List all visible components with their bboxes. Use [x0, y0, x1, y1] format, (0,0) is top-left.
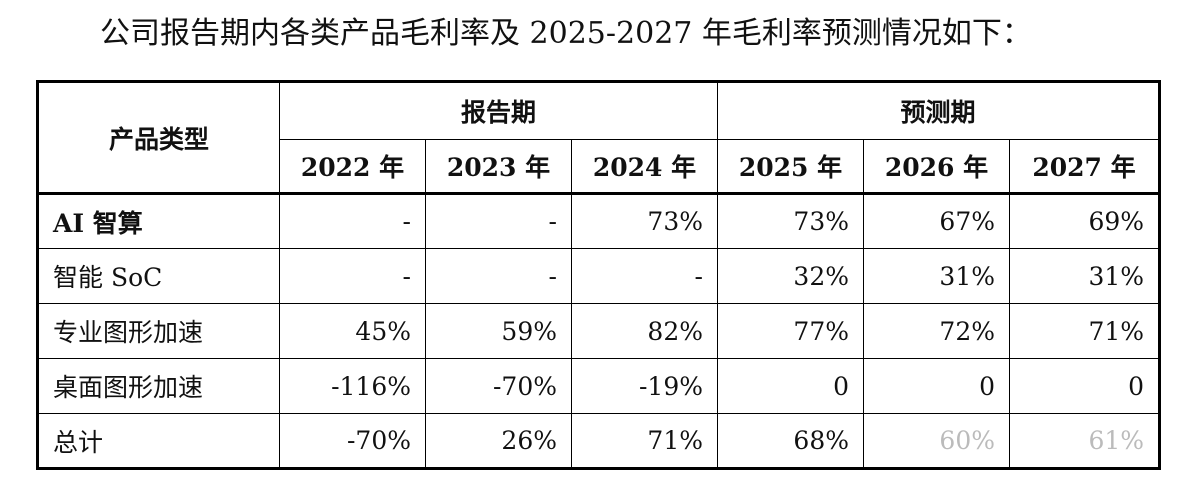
- table-cell: 31%: [1008, 248, 1162, 304]
- table-row: 总计 -70% 26% 71% 68% 60% 61%: [36, 413, 1162, 470]
- table-cell: 0: [717, 358, 864, 414]
- header-group-reporting: 报告期: [279, 80, 718, 140]
- header-year: 2027 年: [1008, 139, 1162, 195]
- table-cell: 60%: [863, 413, 1010, 470]
- table-cell: 73%: [571, 193, 718, 249]
- table-cell: 32%: [717, 248, 864, 304]
- header-year: 2023 年: [425, 139, 572, 195]
- table-cell: 73%: [717, 193, 864, 249]
- table-cell: 77%: [717, 303, 864, 359]
- table-cell: -: [279, 248, 426, 304]
- table-cell: -: [571, 248, 718, 304]
- table-cell: -70%: [279, 413, 426, 470]
- table-cell: 67%: [863, 193, 1010, 249]
- table-cell: 72%: [863, 303, 1010, 359]
- table-caption: 公司报告期内各类产品毛利率及 2025-2027 年毛利率预测情况如下：: [100, 16, 1032, 51]
- row-label-text: 总计: [53, 427, 104, 457]
- table-cell: 71%: [1008, 303, 1162, 359]
- table-row: 专业图形加速 45% 59% 82% 77% 72% 71%: [36, 303, 1162, 359]
- row-label-text: 智算: [84, 208, 143, 238]
- header-year: 2026 年: [863, 139, 1010, 195]
- table-row: 桌面图形加速 -116% -70% -19% 0 0 0: [36, 358, 1162, 414]
- table-cell: 0: [1008, 358, 1162, 414]
- header-group-forecast: 预测期: [716, 80, 1162, 140]
- gross-margin-table: 产品类型 报告期 预测期 2022 年 2023 年 2024 年 2025 年…: [36, 80, 1162, 470]
- table-cell: -: [425, 248, 572, 304]
- row-label: 智能 SoC: [36, 248, 280, 304]
- row-label-text: 桌面图形加速: [53, 373, 204, 402]
- table-row: 智能 SoC - - - 32% 31% 31%: [36, 248, 1162, 304]
- table-cell: 31%: [863, 248, 1010, 304]
- header-year: 2024 年: [571, 139, 718, 195]
- table-cell: -19%: [571, 358, 718, 414]
- table-cell: 82%: [571, 303, 718, 359]
- row-label-text: 智能 SoC: [53, 263, 163, 292]
- table-cell: 69%: [1008, 193, 1162, 249]
- table-cell: 61%: [1008, 413, 1162, 470]
- table-cell: 59%: [425, 303, 572, 359]
- row-label: 桌面图形加速: [36, 358, 280, 414]
- row-label-text: 专业图形加速: [53, 318, 204, 347]
- table-cell: -: [279, 193, 426, 249]
- header-product-type: 产品类型: [36, 80, 280, 195]
- table-cell: 71%: [571, 413, 718, 470]
- table-cell: 68%: [717, 413, 864, 470]
- row-label-bold: AI: [53, 208, 85, 238]
- row-label: 专业图形加速: [36, 303, 280, 359]
- table-cell: 45%: [279, 303, 426, 359]
- header-year: 2022 年: [279, 139, 426, 195]
- table-row: AI 智算 - - 73% 73% 67% 69%: [36, 193, 1162, 249]
- row-label: AI 智算: [36, 193, 280, 249]
- header-year: 2025 年: [717, 139, 864, 195]
- table-cell: 0: [863, 358, 1010, 414]
- row-label: 总计: [36, 413, 280, 470]
- table-cell: -116%: [279, 358, 426, 414]
- table-cell: -70%: [425, 358, 572, 414]
- table-cell: 26%: [425, 413, 572, 470]
- table-cell: -: [425, 193, 572, 249]
